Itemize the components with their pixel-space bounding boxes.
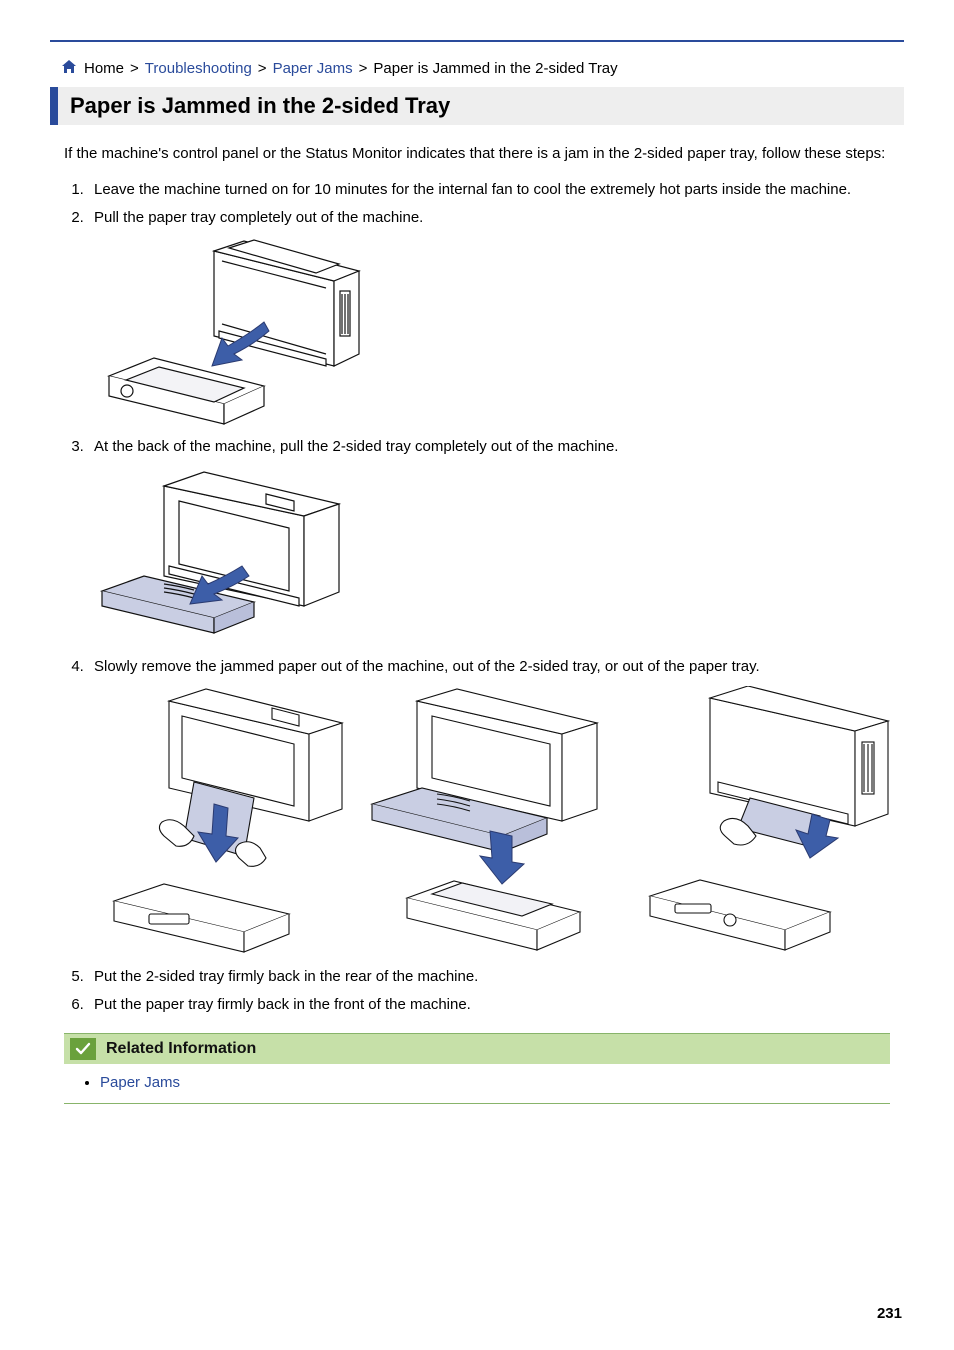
breadcrumb-home[interactable]: Home <box>84 60 124 77</box>
page-title-bar: Paper is Jammed in the 2-sided Tray <box>50 87 904 125</box>
step-text: Leave the machine turned on for 10 minut… <box>94 181 851 198</box>
home-icon <box>62 60 76 77</box>
step-item: Pull the paper tray completely out of th… <box>88 207 890 427</box>
step-item: Slowly remove the jammed paper out of th… <box>88 656 890 956</box>
breadcrumb-sep: > <box>258 60 267 77</box>
step-item: At the back of the machine, pull the 2‑s… <box>88 436 890 646</box>
breadcrumb-sep: > <box>359 60 368 77</box>
related-info-header: Related Information <box>64 1034 890 1064</box>
figure-step2 <box>94 236 890 426</box>
step-text: At the back of the machine, pull the 2‑s… <box>94 438 618 455</box>
check-icon <box>70 1038 96 1060</box>
related-item: Paper Jams <box>100 1074 884 1091</box>
breadcrumb-link-paper-jams[interactable]: Paper Jams <box>273 60 353 77</box>
figure-step4-row <box>94 686 890 956</box>
breadcrumb: Home > Troubleshooting > Paper Jams > Pa… <box>62 60 892 77</box>
step-item: Put the 2-sided tray firmly back in the … <box>88 966 890 988</box>
step-item: Put the paper tray firmly back in the fr… <box>88 994 890 1016</box>
breadcrumb-link-troubleshooting[interactable]: Troubleshooting <box>145 60 252 77</box>
breadcrumb-sep: > <box>130 60 139 77</box>
related-info-box: Related Information Paper Jams <box>64 1033 890 1104</box>
related-info-title: Related Information <box>106 1040 256 1058</box>
figure-step3 <box>94 466 890 646</box>
page-title: Paper is Jammed in the 2-sided Tray <box>70 93 894 119</box>
breadcrumb-current: Paper is Jammed in the 2-sided Tray <box>373 60 617 77</box>
related-link-paper-jams[interactable]: Paper Jams <box>100 1074 180 1091</box>
intro-text: If the machine's control panel or the St… <box>64 143 890 165</box>
steps-list: Leave the machine turned on for 10 minut… <box>64 179 890 1016</box>
step-text: Put the paper tray firmly back in the fr… <box>94 996 471 1013</box>
step-text: Slowly remove the jammed paper out of th… <box>94 658 760 675</box>
step-text: Put the 2-sided tray firmly back in the … <box>94 968 478 985</box>
page-number: 231 <box>877 1305 902 1322</box>
step-text: Pull the paper tray completely out of th… <box>94 209 423 226</box>
step-item: Leave the machine turned on for 10 minut… <box>88 179 890 201</box>
